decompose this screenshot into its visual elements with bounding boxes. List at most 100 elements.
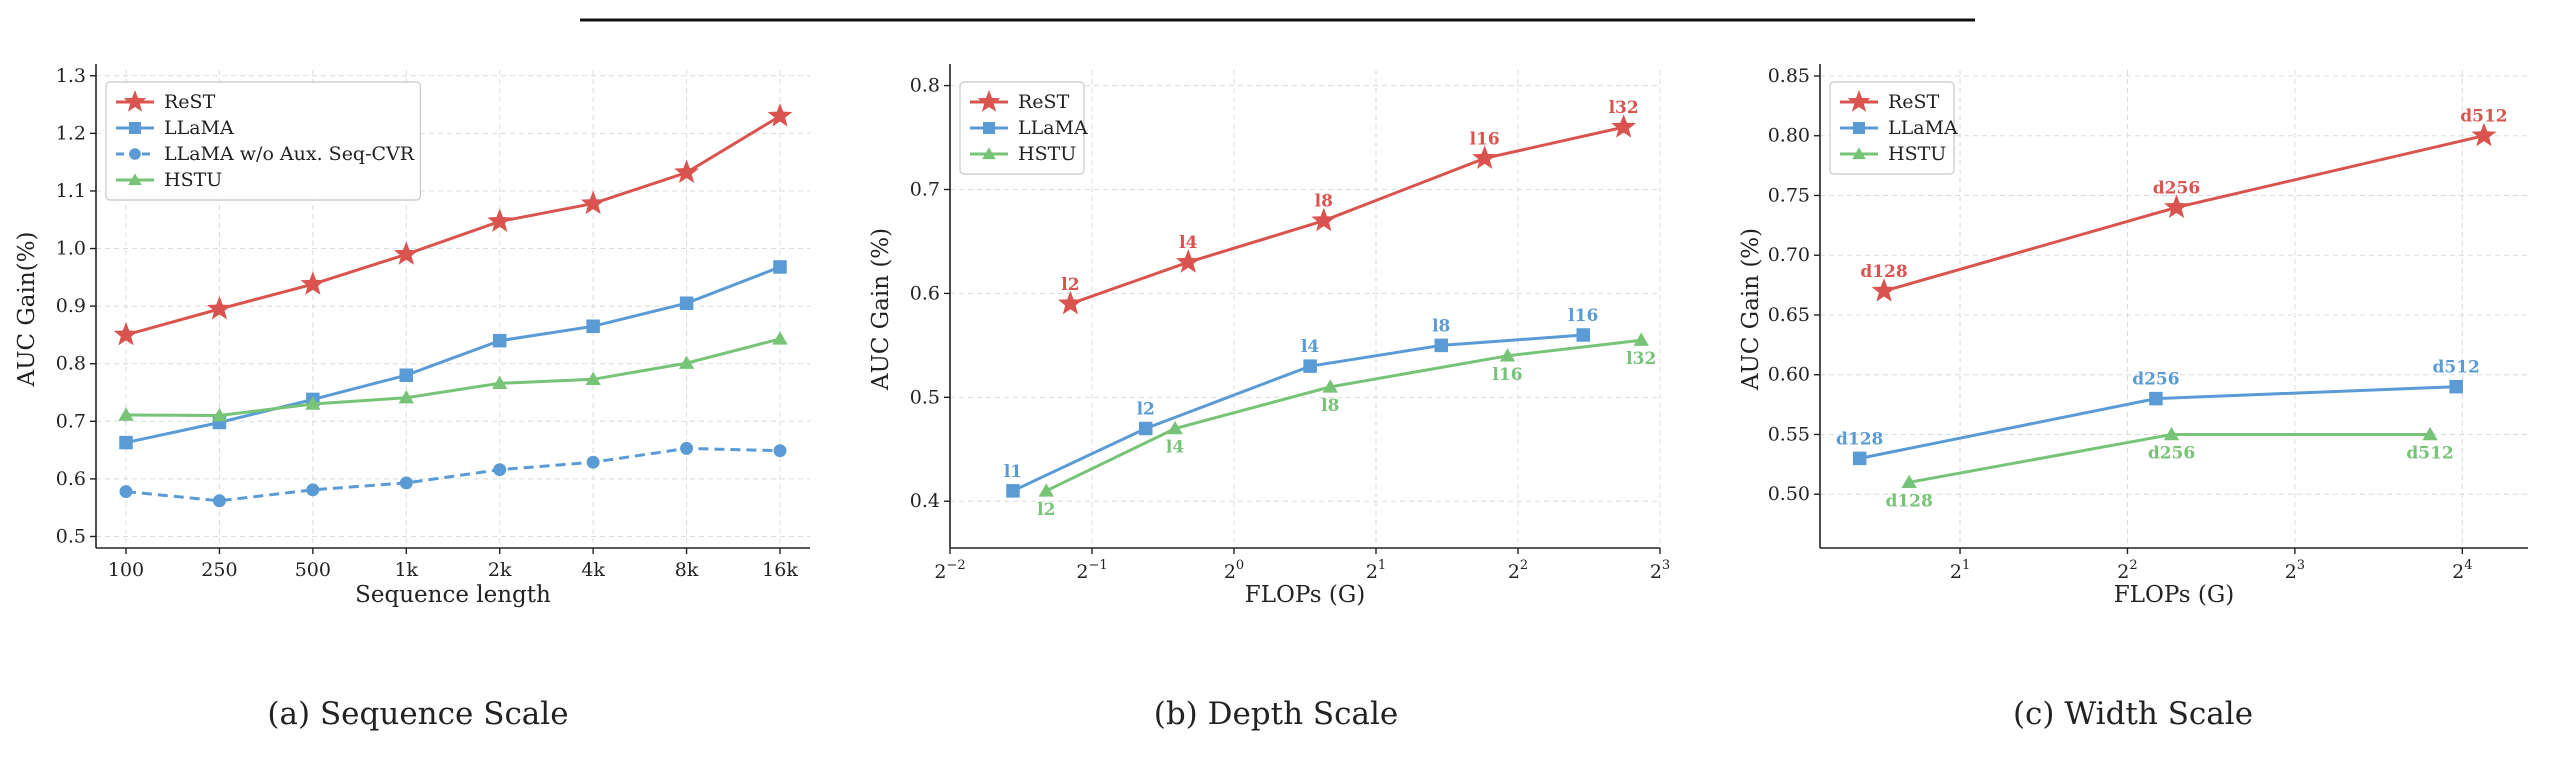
x-tick-base: 2 bbox=[1076, 561, 1088, 583]
x-tick-label: 24 bbox=[2452, 558, 2472, 583]
chart-caption: (c) Width Scale bbox=[2013, 696, 2253, 732]
data-point bbox=[1322, 379, 1338, 393]
data-point bbox=[492, 375, 508, 390]
y-tick-label: 0.5 bbox=[56, 525, 86, 547]
x-tick-exponent: 4 bbox=[2464, 558, 2472, 573]
series-llama: l1 l2 l4 l8 l16 bbox=[1004, 306, 1598, 498]
point-annotation: d512 bbox=[2406, 443, 2453, 463]
data-point bbox=[773, 260, 787, 274]
legend-marker bbox=[1847, 90, 1871, 112]
series-hstu bbox=[118, 331, 788, 422]
series-llama: d128 d256 d512 bbox=[1836, 358, 2480, 466]
x-tick-exponent: 1 bbox=[1962, 558, 1970, 573]
x-tick-exponent: 0 bbox=[1236, 558, 1244, 573]
y-axis-label: AUC Gain (%) bbox=[1738, 228, 1764, 391]
data-point bbox=[1303, 359, 1317, 373]
data-point bbox=[678, 355, 695, 369]
data-point bbox=[1472, 145, 1498, 169]
x-tick-label: 23 bbox=[1650, 558, 1670, 583]
y-tick-label: 0.65 bbox=[1768, 304, 1810, 326]
x-tick-label: 21 bbox=[1950, 558, 1970, 583]
data-point bbox=[2422, 426, 2438, 441]
point-annotation: l16 bbox=[1470, 129, 1500, 149]
legend-label: LLaMA bbox=[1018, 117, 1088, 139]
y-tick-label: 0.7 bbox=[56, 410, 86, 432]
x-tick-label: 22 bbox=[2117, 558, 2137, 583]
data-point bbox=[773, 444, 787, 458]
point-annotation: l8 bbox=[1432, 316, 1450, 336]
x-tick-base: 2 bbox=[2117, 561, 2129, 583]
x-tick-label: 2−1 bbox=[1076, 558, 1107, 583]
x-axis-label: Sequence length bbox=[355, 582, 551, 608]
data-point bbox=[1006, 484, 1020, 498]
data-point bbox=[679, 296, 694, 310]
data-point bbox=[585, 371, 601, 385]
legend-marker bbox=[1853, 122, 1865, 134]
data-point bbox=[586, 455, 600, 469]
point-annotation: l16 bbox=[1568, 306, 1598, 326]
point-annotation: l2 bbox=[1037, 500, 1055, 520]
legend-label: LLaMA w/o Aux. Seq-CVR bbox=[164, 143, 415, 165]
x-tick-base: 2 bbox=[1650, 561, 1662, 583]
x-tick-label: 250 bbox=[201, 559, 237, 581]
data-point bbox=[113, 321, 139, 346]
x-tick-exponent: 2 bbox=[2129, 558, 2137, 573]
legend-marker bbox=[128, 173, 142, 186]
y-tick-label: 0.5 bbox=[910, 386, 940, 408]
x-tick-label: 500 bbox=[295, 559, 331, 581]
y-tick-label: 0.60 bbox=[1768, 364, 1810, 386]
data-point bbox=[398, 390, 414, 404]
series-line bbox=[125, 114, 781, 337]
point-annotation: d512 bbox=[2460, 107, 2507, 127]
legend-label: HSTU bbox=[164, 169, 222, 191]
legend: ReST LLaMA HSTU bbox=[1829, 81, 1958, 175]
y-tick-label: 0.4 bbox=[910, 490, 940, 512]
data-point bbox=[586, 319, 600, 334]
data-point bbox=[680, 441, 694, 455]
x-tick-label: 2−2 bbox=[934, 558, 965, 583]
data-point bbox=[580, 190, 606, 215]
data-point bbox=[772, 331, 788, 345]
point-annotation: d512 bbox=[2433, 358, 2480, 378]
data-point bbox=[1138, 421, 1153, 436]
data-point bbox=[1633, 332, 1649, 346]
legend-label: ReST bbox=[1018, 91, 1070, 113]
y-tick-label: 0.85 bbox=[1768, 65, 1810, 87]
x-tick-label: 100 bbox=[108, 559, 144, 581]
legend: ReST LLaMA HSTU bbox=[959, 81, 1088, 175]
data-point bbox=[767, 103, 793, 127]
y-tick-label: 0.50 bbox=[1768, 483, 1810, 505]
x-tick-label: 21 bbox=[1366, 558, 1386, 583]
point-annotation: l32 bbox=[1609, 98, 1639, 118]
x-tick-exponent: −1 bbox=[1088, 558, 1107, 573]
y-tick-label: 0.8 bbox=[56, 353, 86, 375]
data-point bbox=[118, 407, 134, 421]
data-point bbox=[1576, 328, 1590, 342]
point-annotation: d256 bbox=[2148, 443, 2195, 463]
y-tick-label: 0.6 bbox=[910, 282, 940, 304]
x-axis-label: FLOPs (G) bbox=[2114, 582, 2234, 608]
x-tick-label: 20 bbox=[1224, 558, 1244, 583]
legend-box bbox=[105, 81, 421, 201]
data-point bbox=[1038, 483, 1054, 497]
legend-marker bbox=[129, 148, 141, 160]
point-annotation: l4 bbox=[1179, 233, 1197, 253]
data-point bbox=[393, 241, 419, 265]
x-tick-exponent: 2 bbox=[1520, 558, 1528, 573]
x-tick-label: 23 bbox=[2285, 558, 2305, 583]
series-line bbox=[1883, 134, 2485, 293]
y-tick-label: 1.2 bbox=[56, 122, 86, 144]
data-point bbox=[1871, 278, 1897, 302]
legend-marker bbox=[129, 122, 141, 134]
legend-marker bbox=[982, 147, 996, 160]
legend-marker bbox=[123, 90, 147, 112]
data-point bbox=[2163, 426, 2180, 441]
x-tick-label: 1k bbox=[394, 559, 418, 581]
data-point bbox=[492, 333, 507, 348]
x-tick-base: 2 bbox=[1224, 561, 1236, 583]
data-point bbox=[1611, 114, 1637, 138]
point-annotation: d256 bbox=[2132, 370, 2179, 390]
x-tick-base: 2 bbox=[1508, 561, 1520, 583]
x-tick-exponent: −2 bbox=[946, 558, 965, 573]
